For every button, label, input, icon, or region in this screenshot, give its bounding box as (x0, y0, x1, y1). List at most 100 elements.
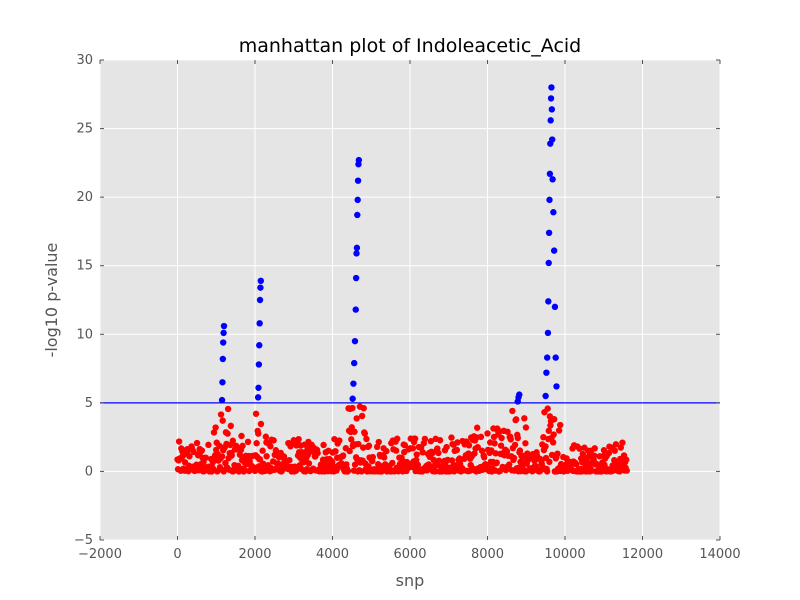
snp-point (421, 435, 429, 443)
significant-snp-point (549, 136, 556, 143)
significant-snp-point (547, 95, 555, 102)
x-tick-label: 10000 (544, 547, 585, 562)
snp-point (555, 427, 563, 434)
snp-point (253, 440, 260, 447)
snp-point (359, 444, 367, 451)
snp-point (198, 447, 206, 454)
significant-snp-point (354, 211, 361, 219)
snp-point (255, 430, 262, 437)
snp-point (619, 439, 626, 446)
snp-point (509, 407, 516, 415)
snp-point (304, 451, 312, 459)
snp-point (252, 410, 260, 417)
x-tick-label: 0 (173, 547, 181, 562)
significant-snp-point (516, 391, 523, 398)
significant-snp-point (257, 277, 265, 284)
snp-point (551, 416, 558, 423)
snp-point (380, 454, 388, 461)
snp-point (524, 450, 531, 457)
snp-point (550, 431, 557, 438)
significant-snp-point (220, 339, 227, 346)
snp-point (348, 436, 355, 443)
snp-point (473, 424, 481, 431)
snp-point (611, 447, 619, 454)
snp-point (409, 445, 417, 452)
snp-point (510, 454, 518, 462)
snp-point (339, 452, 347, 459)
snp-point (259, 447, 266, 454)
x-tick-label: −2000 (78, 547, 122, 562)
significant-snp-point (542, 392, 549, 400)
snp-point (349, 404, 356, 412)
snp-point (540, 434, 547, 441)
snp-point (256, 456, 264, 463)
snp-point (241, 466, 248, 473)
significant-snp-point (547, 117, 554, 124)
snp-point (272, 447, 280, 454)
snp-point (353, 415, 360, 422)
significant-snp-point (543, 369, 550, 376)
snp-point (474, 443, 481, 451)
snp-point (373, 443, 381, 451)
snp-point (612, 441, 620, 448)
significant-snp-point (550, 209, 557, 216)
snp-point (375, 438, 382, 446)
y-tick-label: 30 (76, 53, 93, 68)
snp-point (549, 439, 557, 446)
snp-point (453, 446, 461, 454)
snp-point (554, 450, 561, 457)
snp-point (545, 427, 553, 434)
snp-point (228, 452, 235, 459)
snp-point (498, 434, 505, 442)
snp-point (219, 417, 226, 424)
snp-point (236, 451, 244, 458)
significant-snp-point (551, 303, 559, 311)
snp-point (401, 441, 409, 449)
snp-point (477, 433, 485, 441)
snp-point (484, 430, 491, 437)
snp-point (436, 437, 444, 444)
snp-point (186, 453, 193, 460)
significant-snp-point (544, 329, 552, 337)
significant-snp-point (355, 156, 363, 164)
snp-point (516, 447, 524, 454)
snp-point (224, 430, 231, 437)
snp-point (267, 443, 274, 450)
significant-snp-point (545, 298, 552, 305)
snp-point (411, 435, 419, 442)
snp-point (212, 424, 219, 431)
x-tick-label: 2000 (238, 547, 271, 562)
chart-title: manhattan plot of Indoleacetic_Acid (239, 35, 582, 57)
axes (99, 59, 721, 541)
snp-point (448, 434, 455, 441)
x-tick-label: 14000 (699, 547, 740, 562)
y-axis-label: -log10 p-value (42, 243, 61, 358)
x-tick-label: 6000 (393, 547, 426, 562)
significant-snp-point (550, 247, 558, 254)
snp-point (216, 442, 223, 450)
significant-snp-point (349, 395, 356, 402)
snp-point (332, 448, 339, 455)
snp-point (270, 437, 277, 444)
significant-snp-point (351, 337, 359, 345)
snp-point (263, 453, 270, 460)
snp-point (383, 447, 390, 455)
snp-point (257, 420, 265, 428)
snp-point (591, 452, 598, 459)
snp-point (465, 442, 473, 449)
significant-snp-point (220, 329, 227, 337)
snp-point (295, 435, 302, 443)
significant-snp-point (220, 322, 228, 330)
snp-point (239, 442, 246, 450)
snp-point (576, 445, 583, 452)
significant-snp-point (545, 259, 552, 267)
snp-point (443, 443, 450, 451)
snp-point (497, 442, 505, 449)
snp-point (210, 429, 218, 436)
snp-point (481, 454, 488, 461)
snp-point (286, 456, 293, 464)
snp-point (251, 467, 259, 475)
snp-point (227, 422, 235, 430)
snp-point (365, 442, 373, 449)
snp-point (448, 457, 456, 464)
